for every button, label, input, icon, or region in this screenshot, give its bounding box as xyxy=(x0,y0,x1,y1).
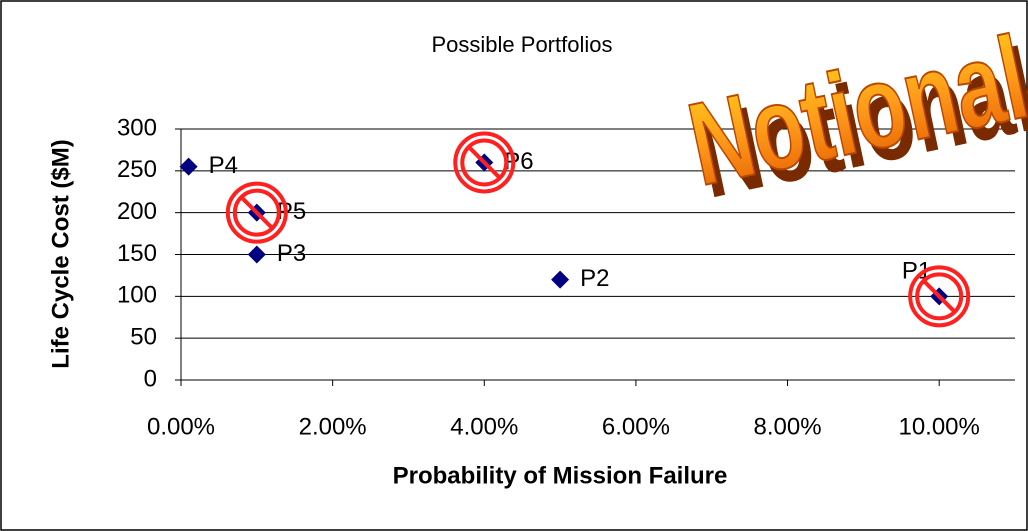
x-tick-label: 10.00% xyxy=(898,413,979,440)
x-tick-label: 8.00% xyxy=(754,413,822,440)
y-tick-label: 300 xyxy=(117,114,157,141)
x-tick-label: 4.00% xyxy=(450,413,518,440)
y-tick-label: 50 xyxy=(130,324,157,351)
x-axis-title: Probability of Mission Failure xyxy=(393,462,728,489)
x-tick-label: 0.00% xyxy=(147,413,215,440)
point-label: P6 xyxy=(504,148,533,175)
chart: Possible Portfolios Probability of Missi… xyxy=(0,0,1028,531)
x-tick-label: 2.00% xyxy=(299,413,367,440)
y-axis-title: Life Cycle Cost ($M) xyxy=(47,139,74,368)
x-tick-label: 6.00% xyxy=(602,413,670,440)
y-tick-label: 250 xyxy=(117,156,157,183)
y-tick-label: 0 xyxy=(144,365,157,392)
point-label: P5 xyxy=(277,198,306,225)
y-tick-label: 200 xyxy=(117,198,157,225)
point-label: P4 xyxy=(209,152,238,179)
y-tick-label: 100 xyxy=(117,282,157,309)
crossed-out-marker xyxy=(910,267,968,325)
crossed-out-marker xyxy=(228,184,286,242)
point-label: P2 xyxy=(580,265,609,292)
chart-title: Possible Portfolios xyxy=(432,32,613,57)
crossed-out-marker xyxy=(455,133,513,191)
point-label: P3 xyxy=(277,240,306,267)
y-tick-label: 150 xyxy=(117,240,157,267)
